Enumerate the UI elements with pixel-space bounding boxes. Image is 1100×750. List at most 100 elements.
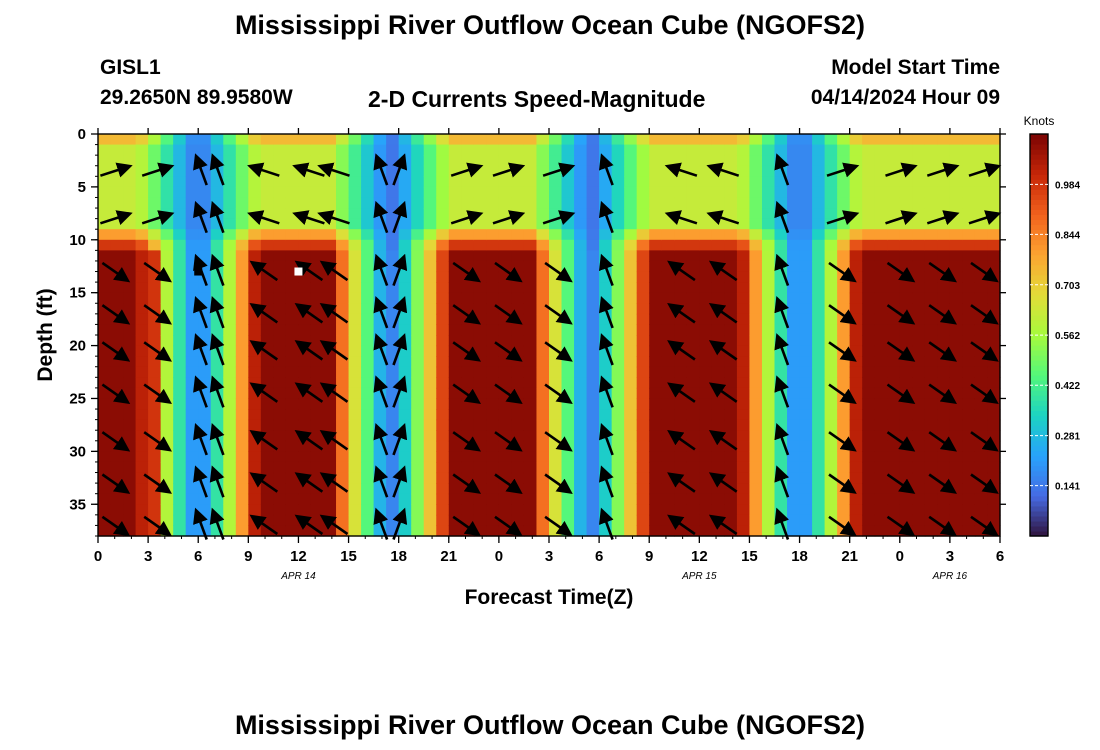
- heatmap-cell: [348, 409, 362, 421]
- heatmap-cell: [110, 419, 124, 431]
- heatmap-cell: [223, 483, 237, 495]
- current-arrow: [319, 472, 349, 493]
- heatmap-cell: [962, 461, 976, 474]
- heatmap-cell: [749, 335, 763, 347]
- colorbar-segment: [1030, 139, 1048, 145]
- heatmap-cell: [887, 335, 901, 347]
- heatmap-cell: [248, 239, 262, 251]
- heatmap-cell: [974, 409, 989, 421]
- heatmap-cell: [248, 282, 262, 294]
- heatmap-cell: [361, 313, 375, 326]
- heatmap-cell: [523, 155, 538, 167]
- heatmap-cell: [699, 176, 713, 188]
- heatmap-cell: [949, 313, 964, 326]
- heatmap-cell: [924, 345, 938, 357]
- heatmap-cell: [611, 472, 625, 484]
- heatmap-cell: [173, 409, 187, 421]
- heatmap-cell: [473, 430, 487, 442]
- heatmap-cell: [837, 134, 851, 146]
- heatmap-cell: [812, 366, 826, 378]
- heatmap-cell: [473, 155, 487, 167]
- heatmap-cell: [223, 250, 237, 262]
- heatmap-cell: [498, 461, 513, 474]
- heatmap-cell: [260, 250, 274, 262]
- heatmap-cell: [448, 409, 462, 421]
- heatmap-cell: [135, 176, 149, 188]
- heatmap-cell: [949, 292, 964, 304]
- current-arrow: [99, 162, 133, 178]
- heatmap-cell: [949, 472, 964, 484]
- heatmap-cell: [173, 451, 187, 463]
- heatmap-cell: [624, 218, 638, 230]
- heatmap-cell: [611, 313, 625, 326]
- heatmap-cell: [974, 461, 989, 474]
- heatmap-cell: [574, 324, 588, 336]
- heatmap-cell: [298, 229, 312, 241]
- current-arrow: [826, 210, 860, 226]
- heatmap-cell: [185, 218, 199, 230]
- heatmap-cell: [248, 134, 262, 146]
- heatmap-cell: [824, 186, 838, 199]
- current-arrow: [708, 260, 738, 282]
- heatmap-cell: [874, 197, 888, 209]
- heatmap-cell: [386, 451, 400, 463]
- heatmap-cell: [824, 398, 838, 410]
- heatmap-cell: [185, 451, 199, 463]
- heatmap-cell: [774, 525, 788, 537]
- current-arrow: [970, 473, 999, 494]
- heatmap-cell: [110, 239, 124, 251]
- heatmap-cell: [974, 430, 989, 442]
- heatmap-cell: [260, 197, 274, 209]
- heatmap-cell: [148, 324, 162, 336]
- heatmap-cell: [436, 260, 450, 273]
- heatmap-cell: [461, 303, 475, 315]
- heatmap-cell: [373, 229, 387, 241]
- heatmap-cell: [373, 345, 387, 357]
- heatmap-cell: [912, 440, 926, 452]
- heatmap-cell: [98, 440, 112, 452]
- heatmap-cell: [448, 440, 462, 452]
- current-arrow: [249, 514, 279, 536]
- heatmap-cell: [498, 398, 513, 410]
- current-arrow: [828, 304, 857, 325]
- heatmap-cell: [561, 239, 575, 251]
- heatmap-cell: [135, 356, 149, 368]
- heatmap-cell: [461, 356, 475, 368]
- heatmap-cell: [899, 493, 913, 505]
- heatmap-cell: [749, 387, 763, 400]
- heatmap-cell: [110, 282, 124, 294]
- heatmap-cell: [987, 472, 1001, 484]
- heatmap-cell: [135, 303, 149, 315]
- current-arrow: [544, 473, 573, 494]
- heatmap-cell: [674, 176, 688, 188]
- heatmap-cell: [185, 483, 199, 495]
- heatmap-cell: [774, 229, 788, 241]
- heatmap-cell: [949, 387, 964, 400]
- heatmap-cell: [511, 430, 525, 442]
- heatmap-cell: [574, 409, 588, 421]
- heatmap-cell: [899, 377, 913, 389]
- heatmap-cell: [849, 208, 863, 220]
- heatmap-cell: [974, 313, 989, 326]
- heatmap-cell: [636, 271, 650, 283]
- heatmap-cell: [461, 451, 475, 463]
- heatmap-cell: [486, 461, 500, 474]
- heatmap-cell: [486, 271, 500, 283]
- current-arrow: [544, 341, 573, 362]
- heatmap-cell: [599, 229, 613, 241]
- heatmap-cell: [824, 292, 838, 304]
- heatmap-cell: [336, 197, 350, 209]
- heatmap-cell: [962, 409, 976, 421]
- heatmap-cell: [436, 208, 450, 220]
- heatmap-cell: [611, 493, 625, 505]
- heatmap-cell: [298, 197, 312, 209]
- heatmap-cell: [949, 282, 964, 294]
- heatmap-cell: [924, 366, 938, 378]
- heatmap-cell: [624, 282, 638, 294]
- heatmap-cell: [436, 356, 450, 368]
- heatmap-cell: [949, 271, 964, 283]
- heatmap-cell: [361, 525, 375, 537]
- heatmap-cell: [411, 409, 425, 421]
- heatmap-cell: [749, 409, 763, 421]
- heatmap-cell: [386, 345, 400, 357]
